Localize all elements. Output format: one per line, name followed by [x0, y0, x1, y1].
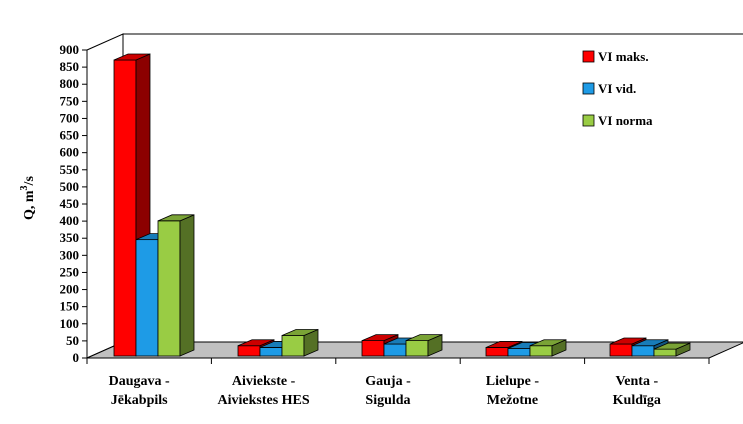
- legend-item: VI maks.: [582, 49, 649, 64]
- y-tick-label: 750: [60, 93, 80, 108]
- y-tick-label: 450: [60, 196, 80, 211]
- x-tick-label: Gauja -: [365, 374, 411, 389]
- x-tick-label: Lielupe -: [486, 374, 540, 389]
- y-tick-label: 150: [60, 299, 80, 314]
- x-tick-label: Venta -: [615, 374, 658, 389]
- x-tick-label: Aiviekstes HES: [218, 393, 310, 408]
- legend-swatch: [582, 50, 595, 63]
- y-tick-label: 700: [60, 110, 80, 125]
- y-tick-label: 850: [60, 59, 80, 74]
- legend-label: VI maks.: [598, 49, 649, 64]
- x-tick-label: Aiviekste -: [232, 374, 296, 389]
- legend-swatch: [582, 114, 595, 127]
- y-axis-label: Q, m3/s: [19, 176, 37, 220]
- y-tick-label: 650: [60, 128, 80, 143]
- y-tick-label: 0: [73, 350, 80, 365]
- bar: [157, 214, 195, 357]
- bars: [113, 53, 691, 357]
- legend-swatch: [582, 82, 595, 95]
- y-tick-label: 550: [60, 162, 80, 177]
- y-tick-label: 400: [60, 213, 80, 228]
- y-tick-label: 900: [60, 42, 80, 57]
- category-labels: Daugava - Jēkabpils Aiviekste - Aiviekstes …: [86, 358, 710, 408]
- legend-item: VI norma: [582, 113, 653, 128]
- y-tick-label: 100: [60, 316, 80, 331]
- x-tick-label: Sigulda: [365, 393, 410, 408]
- y-axis-label-text: Q, m3/s: [19, 176, 37, 220]
- y-tick-label: 600: [60, 145, 80, 160]
- legend-label: VI norma: [598, 113, 653, 128]
- y-tick-label: 250: [60, 264, 80, 279]
- legend-item: VI vid.: [582, 81, 636, 96]
- y-tick-label: 300: [60, 247, 80, 262]
- y-tick-label: 350: [60, 230, 80, 245]
- y-tick-label: 200: [60, 282, 80, 297]
- x-tick-label: Daugava -: [109, 374, 170, 389]
- x-tick-label: Mežotne: [487, 393, 538, 408]
- x-tick-label: Jēkabpils: [111, 393, 168, 408]
- back-wall: [122, 33, 743, 343]
- bar: [281, 328, 319, 357]
- bar: [529, 339, 567, 357]
- y-tick-label: 50: [66, 333, 79, 348]
- legend-label: VI vid.: [598, 81, 636, 96]
- bar: [653, 342, 691, 357]
- y-axis-ticks: 0 50 100 150 200 250 300 350 400 450 500 550 600 650 7…: [60, 42, 88, 365]
- legend: VI maks. VI vid. VI norma: [582, 49, 653, 128]
- y-tick-label: 800: [60, 76, 80, 91]
- y-tick-label: 500: [60, 179, 80, 194]
- x-tick-label: Kuldīga: [613, 393, 661, 408]
- bar: [405, 333, 443, 357]
